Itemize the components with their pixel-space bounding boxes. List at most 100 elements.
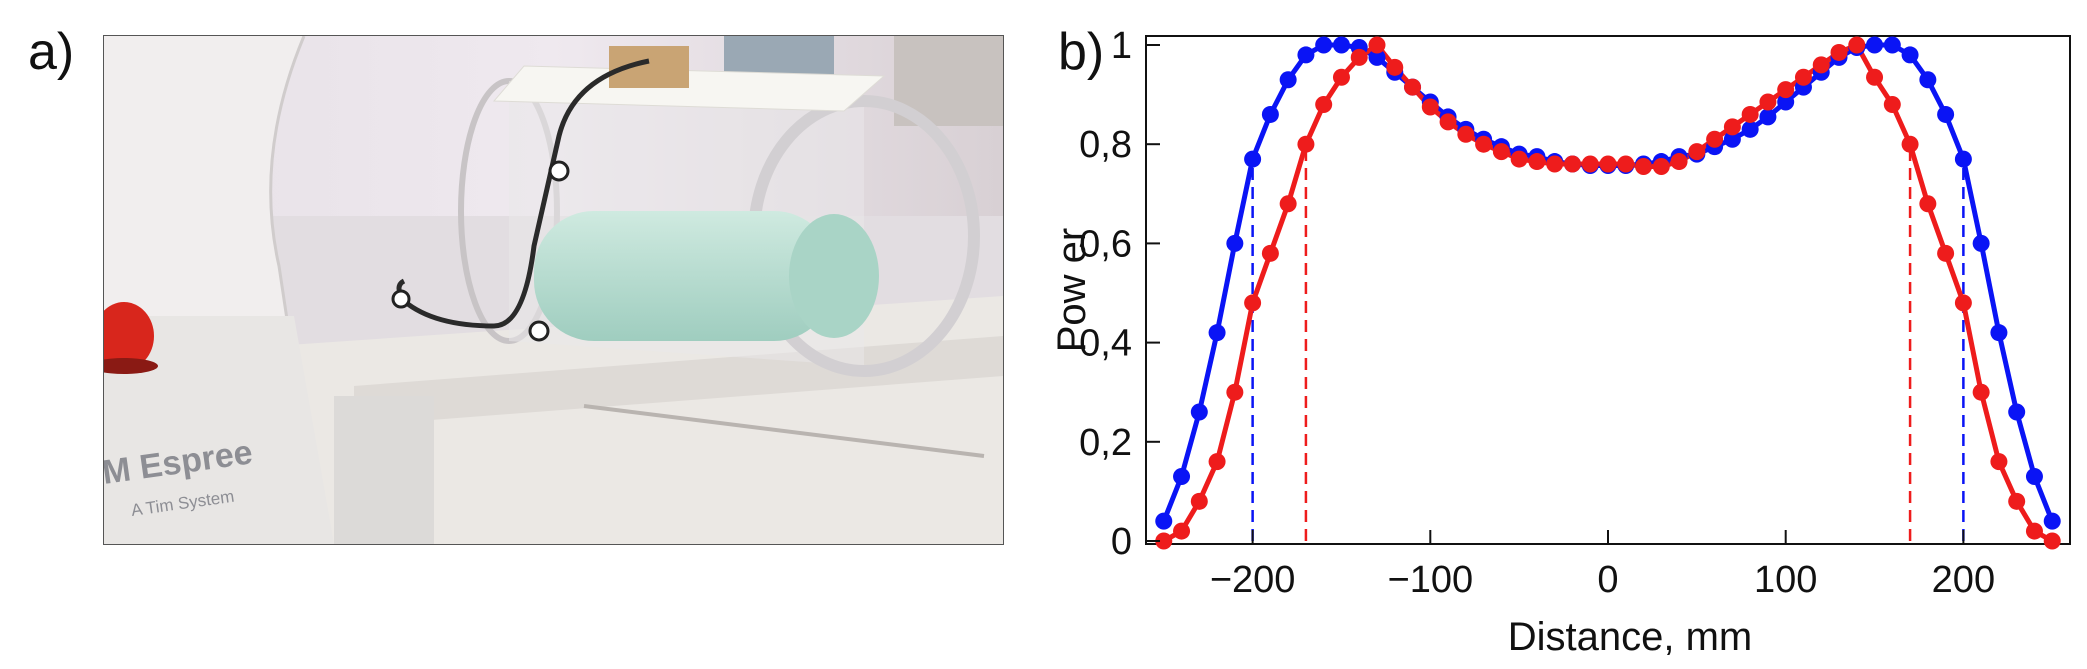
data-point-red xyxy=(1741,105,1759,123)
y-axis-title: Pow er xyxy=(1050,228,1094,353)
red-object xyxy=(104,302,154,370)
data-point-blue xyxy=(1972,234,1990,252)
data-point-red xyxy=(1510,150,1528,168)
cable-node xyxy=(528,320,550,342)
data-point-red xyxy=(1706,130,1724,148)
data-point-red xyxy=(1652,158,1670,176)
data-point-red xyxy=(1546,155,1564,173)
data-point-blue xyxy=(1990,324,2008,342)
series-line-blue xyxy=(1161,42,2055,523)
data-point-blue xyxy=(1190,403,1208,421)
x-axis-title: Distance, mm xyxy=(1508,615,1753,659)
scanner-ring-edge xyxy=(269,36,306,367)
data-point-blue xyxy=(1368,48,1386,66)
data-point-red xyxy=(1635,158,1653,176)
scanner-ring xyxy=(104,36,304,366)
data-point-red xyxy=(1919,195,1937,213)
data-point-red xyxy=(1581,155,1599,173)
data-point-red xyxy=(1297,135,1315,153)
data-point-red xyxy=(1421,98,1439,116)
data-point-red xyxy=(1617,155,1635,173)
y-tick-label: 0,8 xyxy=(1079,124,1132,166)
data-point-blue xyxy=(1297,46,1315,64)
data-point-red xyxy=(1688,143,1706,161)
data-point-blue xyxy=(1866,36,1884,54)
y-tick-label: 0,6 xyxy=(1079,223,1132,265)
panel-a-label: a) xyxy=(28,23,75,81)
scanner-base-side xyxy=(334,396,434,544)
data-point-blue xyxy=(1883,36,1901,54)
x-tick-label: 100 xyxy=(1754,559,1817,601)
data-point-blue xyxy=(1759,108,1777,126)
data-point-blue xyxy=(1937,105,1955,123)
data-point-red xyxy=(1190,492,1208,510)
data-point-blue xyxy=(1261,105,1279,123)
data-point-red xyxy=(1723,118,1741,136)
data-point-red xyxy=(1866,68,1884,86)
data-point-red xyxy=(1901,135,1919,153)
y-tick-label: 0 xyxy=(1111,521,1132,563)
data-point-red xyxy=(2008,492,2026,510)
data-point-red xyxy=(1261,244,1279,262)
series-line-red xyxy=(1162,41,2054,544)
data-point-red xyxy=(1492,143,1510,161)
data-point-blue xyxy=(2043,512,2061,530)
paper-sheet xyxy=(492,65,886,112)
water-bottle xyxy=(534,211,834,341)
data-point-blue xyxy=(1315,36,1333,54)
data-point-blue xyxy=(1332,36,1350,54)
data-point-red xyxy=(1759,93,1777,111)
data-point-blue xyxy=(1777,93,1795,111)
data-point-red xyxy=(1173,522,1191,540)
data-point-red xyxy=(1794,68,1812,86)
scanner-base xyxy=(104,316,334,544)
data-point-red xyxy=(1954,294,1972,312)
data-point-blue xyxy=(1173,468,1191,486)
data-point-red xyxy=(1599,155,1617,173)
data-point-red xyxy=(1830,43,1848,61)
data-point-red xyxy=(1368,36,1386,54)
data-point-blue xyxy=(1919,71,1937,89)
data-point-blue xyxy=(1208,324,1226,342)
x-tick-label: 0 xyxy=(1597,559,1618,601)
data-point-red xyxy=(1332,68,1350,86)
mri-setup-photo: M Espree A Tim System xyxy=(103,35,1004,545)
data-point-red xyxy=(1350,48,1368,66)
data-point-blue xyxy=(1954,150,1972,168)
data-point-red xyxy=(1315,96,1333,114)
data-point-blue xyxy=(1723,130,1741,148)
data-point-blue xyxy=(1155,512,1173,530)
x-tick-label: −100 xyxy=(1388,559,1474,601)
data-point-red xyxy=(1528,153,1546,171)
data-point-red xyxy=(1972,383,1990,401)
y-tick-label: 0,4 xyxy=(1079,323,1132,365)
data-point-blue xyxy=(1279,71,1297,89)
data-point-blue xyxy=(1741,120,1759,138)
data-point-red xyxy=(1155,532,1173,550)
data-point-red xyxy=(1226,383,1244,401)
panel-b-label: b) xyxy=(1058,23,1105,81)
data-point-red xyxy=(1439,113,1457,131)
data-point-red xyxy=(1475,135,1493,153)
x-tick-label: 200 xyxy=(1932,559,1995,601)
cable-node xyxy=(548,160,570,182)
data-point-blue xyxy=(1226,234,1244,252)
data-point-red xyxy=(1208,453,1226,471)
bottle-cap xyxy=(789,214,879,338)
y-tick-label: 1 xyxy=(1111,25,1132,67)
data-point-red xyxy=(1563,155,1581,173)
red-object-base xyxy=(104,358,158,374)
y-tick-label: 0,2 xyxy=(1079,422,1132,464)
data-point-blue xyxy=(2008,403,2026,421)
data-point-blue xyxy=(2025,468,2043,486)
data-point-red xyxy=(1883,96,1901,114)
data-point-red xyxy=(1279,195,1297,213)
data-point-red xyxy=(1670,153,1688,171)
data-point-red xyxy=(1990,453,2008,471)
data-point-red xyxy=(2025,522,2043,540)
data-point-red xyxy=(1386,58,1404,76)
plot-frame xyxy=(1145,35,2071,545)
data-point-red xyxy=(1244,294,1262,312)
data-point-red xyxy=(1777,81,1795,99)
